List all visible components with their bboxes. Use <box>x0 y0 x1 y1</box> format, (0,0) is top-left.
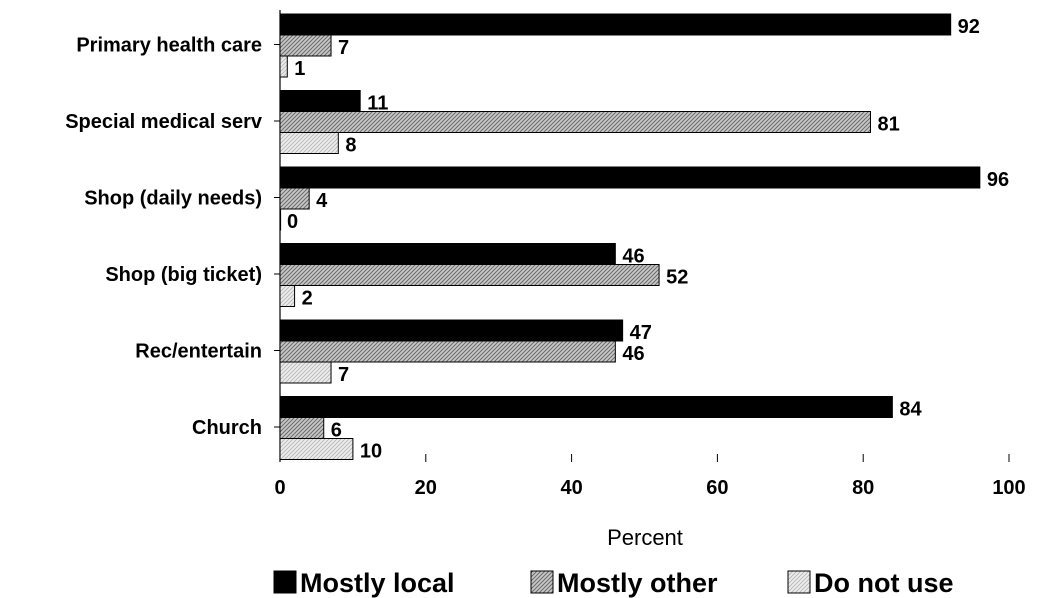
legend-label-mostly-other: Mostly other <box>557 568 718 598</box>
value-label: 46 <box>622 246 644 268</box>
bar-mostly-local-primary-health-care <box>279 13 952 36</box>
value-label: 52 <box>666 267 688 289</box>
bar-do-not-use-primary-health-care <box>279 55 288 78</box>
bar-mostly-local-shop-big-ticket <box>279 243 616 265</box>
bar-do-not-use-rec-entertain <box>279 361 332 384</box>
bar-mostly-local-special-medical-serv <box>279 90 361 112</box>
x-axis-label: Percent <box>607 525 683 550</box>
bar-mostly-other-church <box>279 417 325 439</box>
value-label: 47 <box>630 322 652 344</box>
bar-do-not-use-church <box>279 438 354 460</box>
value-label: 10 <box>360 441 382 463</box>
x-tick-label: 100 <box>992 477 1025 499</box>
bar-do-not-use-special-medical-serv <box>279 132 339 154</box>
x-tick-label: 20 <box>415 477 437 499</box>
bar-mostly-local-rec-entertain <box>279 319 624 342</box>
category-label: Rec/entertain <box>135 341 262 363</box>
x-tick-label: 80 <box>852 477 874 499</box>
bar-mostly-other-special-medical-serv <box>279 111 871 133</box>
value-label: 11 <box>367 93 388 115</box>
bar-do-not-use-shop-daily-needs <box>279 208 282 231</box>
legend-swatch-do-not-use <box>787 570 811 594</box>
x-tick-label: 40 <box>560 477 582 499</box>
value-label: 4 <box>316 190 328 212</box>
value-label: 2 <box>302 288 313 310</box>
value-label: 96 <box>987 169 1009 191</box>
value-label: 46 <box>622 343 644 365</box>
value-label: 84 <box>899 399 922 421</box>
bars <box>279 13 981 460</box>
value-label: 92 <box>958 16 980 38</box>
category-label: Shop (big ticket) <box>105 264 262 286</box>
bar-mostly-other-primary-health-care <box>279 34 332 57</box>
legend-swatch-mostly-local <box>273 570 297 594</box>
value-label: 81 <box>877 114 899 136</box>
value-label: 6 <box>331 420 342 442</box>
bar-mostly-other-shop-big-ticket <box>279 264 660 286</box>
bar-mostly-local-church <box>279 396 893 418</box>
value-label: 8 <box>345 135 356 157</box>
category-label: Church <box>192 417 262 439</box>
x-tick-label: 0 <box>274 477 285 499</box>
bar-mostly-local-shop-daily-needs <box>279 166 981 189</box>
category-label: Shop (daily needs) <box>84 188 262 210</box>
bar-mostly-other-shop-daily-needs <box>279 187 310 210</box>
category-label: Primary health care <box>76 35 262 57</box>
x-tick-label: 60 <box>706 477 728 499</box>
bar-mostly-other-rec-entertain <box>279 340 616 363</box>
category-label: Special medical serv <box>65 111 263 133</box>
value-label: 1 <box>294 58 305 80</box>
legend-label-mostly-local: Mostly local <box>300 568 455 598</box>
value-label: 0 <box>287 211 298 233</box>
value-label: 7 <box>338 37 349 59</box>
value-label: 7 <box>338 364 349 386</box>
legend-label-do-not-use: Do not use <box>814 568 954 598</box>
bar-do-not-use-shop-big-ticket <box>279 285 296 307</box>
legend: Mostly local Mostly other Do not use <box>273 568 954 598</box>
legend-swatch-mostly-other <box>530 570 554 594</box>
